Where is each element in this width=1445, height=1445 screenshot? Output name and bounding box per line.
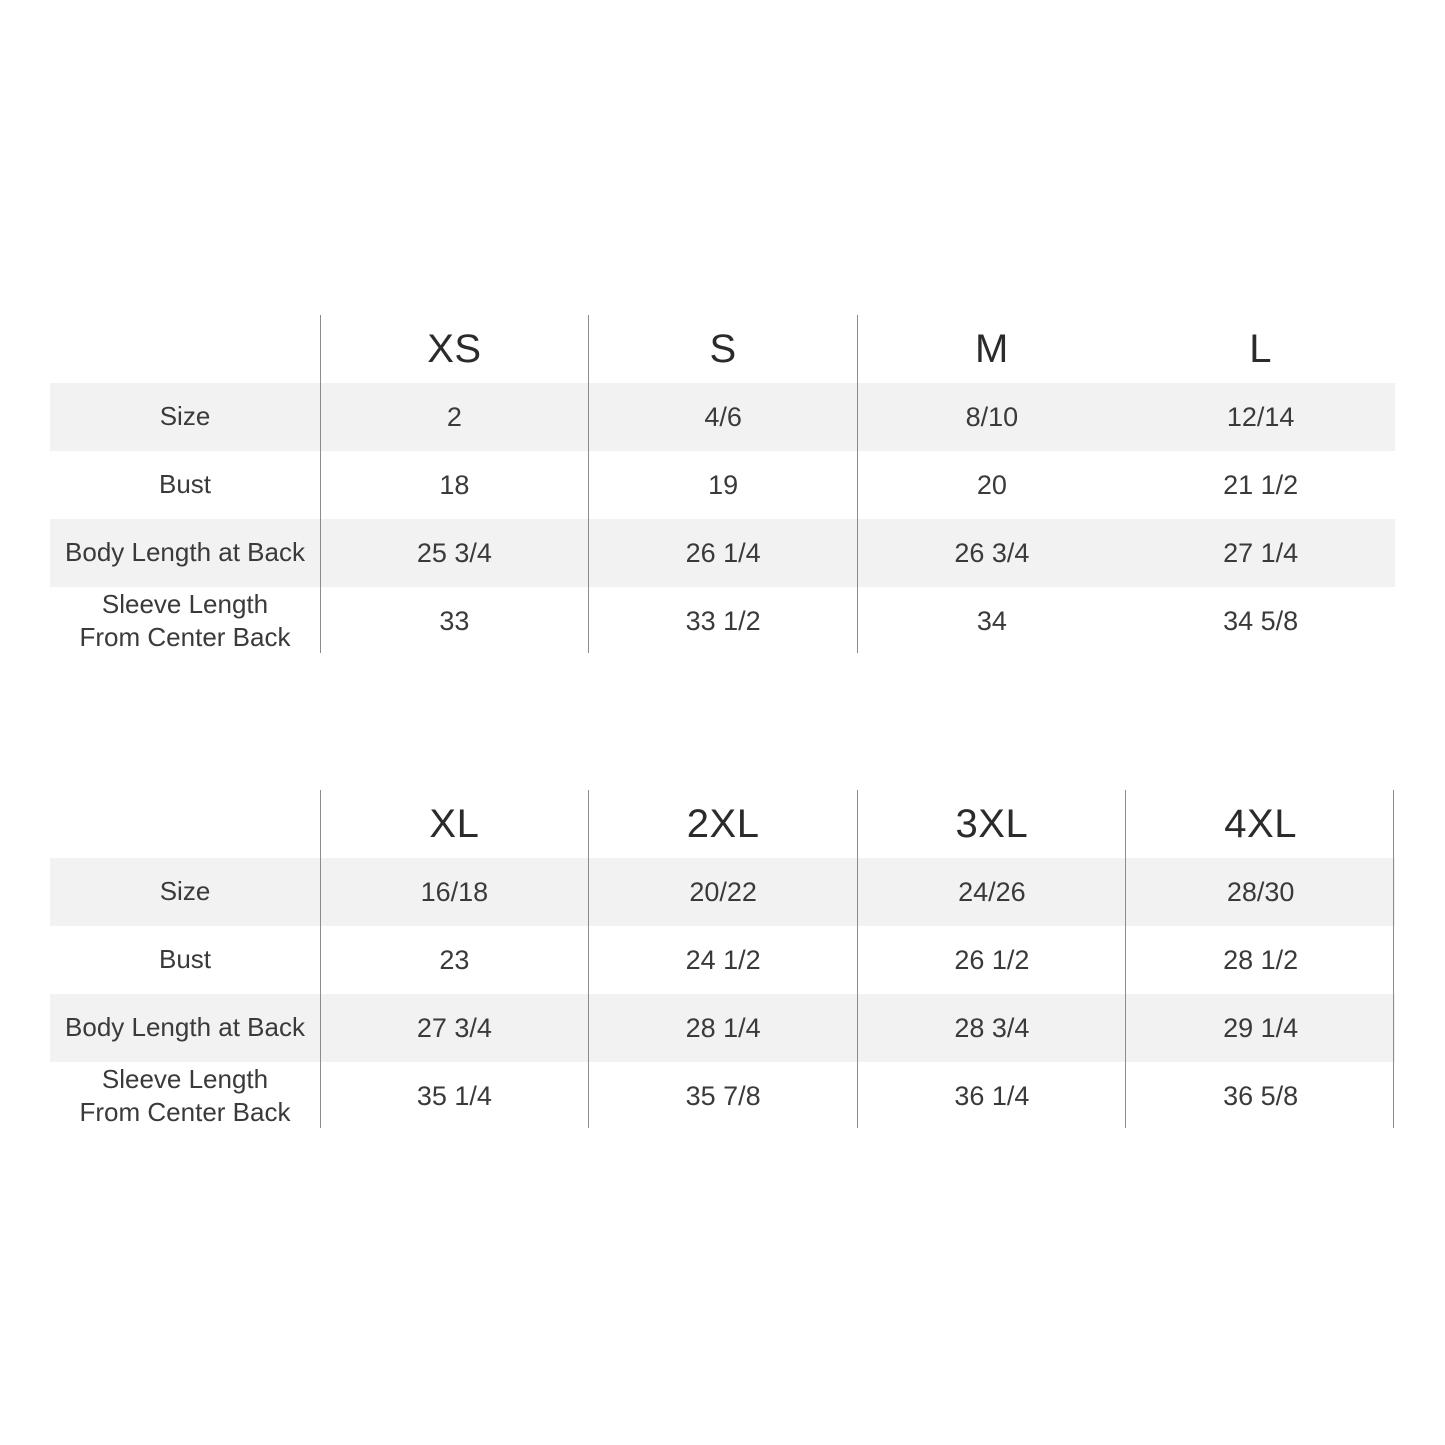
cell-body-length-3xl: 28 3/4 [954,1012,1030,1043]
row-label-body-length: Body Length at Back [65,1012,305,1043]
cell-size-2xl: 20/22 [689,876,757,907]
cell-body-length-s: 26 1/4 [685,537,761,568]
header-row: XL 2XL 3XL 4XL [50,790,1395,858]
row-label-size: Size [159,876,211,907]
cell-size-4xl: 28/30 [1226,876,1295,907]
cell-sleeve-length-xl: 35 1/4 [416,1080,492,1111]
table-row-bust: Bust 23 24 1/2 26 1/2 28 1/2 [50,926,1395,994]
cell-body-length-4xl: 29 1/4 [1223,1012,1299,1043]
header-spacer [50,315,320,383]
header-spacer [50,790,320,858]
column-divider [856,790,858,1128]
cell-body-length-l: 27 1/4 [1223,537,1299,568]
cell-bust-xs: 18 [439,469,470,500]
row-label-sleeve-length: Sleeve Length From Center Back [79,588,291,652]
cell-bust-4xl: 28 1/2 [1223,944,1299,975]
row-label-body-length: Body Length at Back [65,537,305,568]
column-header-2xl: 2XL [686,801,760,846]
cell-bust-2xl: 24 1/2 [685,944,761,975]
cell-size-3xl: 24/26 [958,876,1026,907]
column-header-xs: XS [427,326,482,371]
cell-size-xs: 2 [446,401,462,432]
cell-size-m: 8/10 [965,401,1019,432]
column-divider [1124,790,1126,1128]
column-header-3xl: 3XL [955,801,1029,846]
column-divider [856,315,858,653]
column-divider [587,315,589,653]
cell-sleeve-length-xs: 33 [439,605,470,636]
row-label-size: Size [159,401,211,432]
cell-size-l: 12/14 [1226,401,1295,432]
cell-body-length-xs: 25 3/4 [416,537,492,568]
column-header-xl: XL [429,801,480,846]
table-row-sleeve-length: Sleeve Length From Center Back 35 1/4 35… [50,1062,1395,1130]
table-row-body-length: Body Length at Back 27 3/4 28 1/4 28 3/4… [50,994,1395,1062]
cell-bust-xl: 23 [439,944,470,975]
cell-size-s: 4/6 [704,401,742,432]
cell-sleeve-length-4xl: 36 5/8 [1223,1080,1299,1111]
column-divider [1392,790,1394,1128]
column-header-4xl: 4XL [1224,801,1297,846]
column-divider [587,790,589,1128]
cell-bust-l: 21 1/2 [1223,469,1299,500]
cell-sleeve-length-3xl: 36 1/4 [954,1080,1030,1111]
column-header-s: S [709,326,737,371]
cell-body-length-xl: 27 3/4 [416,1012,492,1043]
cell-body-length-2xl: 28 1/4 [685,1012,761,1043]
row-label-sleeve-length: Sleeve Length From Center Back [79,1063,291,1127]
size-table-xs-l: XS S M L Size 2 4/6 8/10 12/14 Bust 18 1… [50,315,1395,655]
cell-sleeve-length-2xl: 35 7/8 [685,1080,761,1111]
table-row-bust: Bust 18 19 20 21 1/2 [50,451,1395,519]
column-header-l: L [1249,326,1272,371]
table-row-sleeve-length: Sleeve Length From Center Back 33 33 1/2… [50,587,1395,655]
row-label-bust: Bust [158,944,212,975]
cell-bust-s: 19 [708,469,739,500]
cell-size-xl: 16/18 [420,876,489,907]
table-row-size: Size 2 4/6 8/10 12/14 [50,383,1395,451]
cell-bust-3xl: 26 1/2 [954,944,1030,975]
column-divider [319,790,321,1128]
cell-bust-m: 20 [976,469,1007,500]
column-divider [319,315,321,653]
cell-sleeve-length-l: 34 5/8 [1223,605,1299,636]
cell-sleeve-length-m: 34 [976,605,1007,636]
header-row: XS S M L [50,315,1395,383]
row-label-bust: Bust [158,469,212,500]
cell-body-length-m: 26 3/4 [954,537,1030,568]
table-row-size: Size 16/18 20/22 24/26 28/30 [50,858,1395,926]
cell-sleeve-length-s: 33 1/2 [685,605,761,636]
table-row-body-length: Body Length at Back 25 3/4 26 1/4 26 3/4… [50,519,1395,587]
column-header-m: M [974,326,1009,371]
size-table-xl-4xl: XL 2XL 3XL 4XL Size 16/18 20/22 24/26 28… [50,790,1395,1130]
